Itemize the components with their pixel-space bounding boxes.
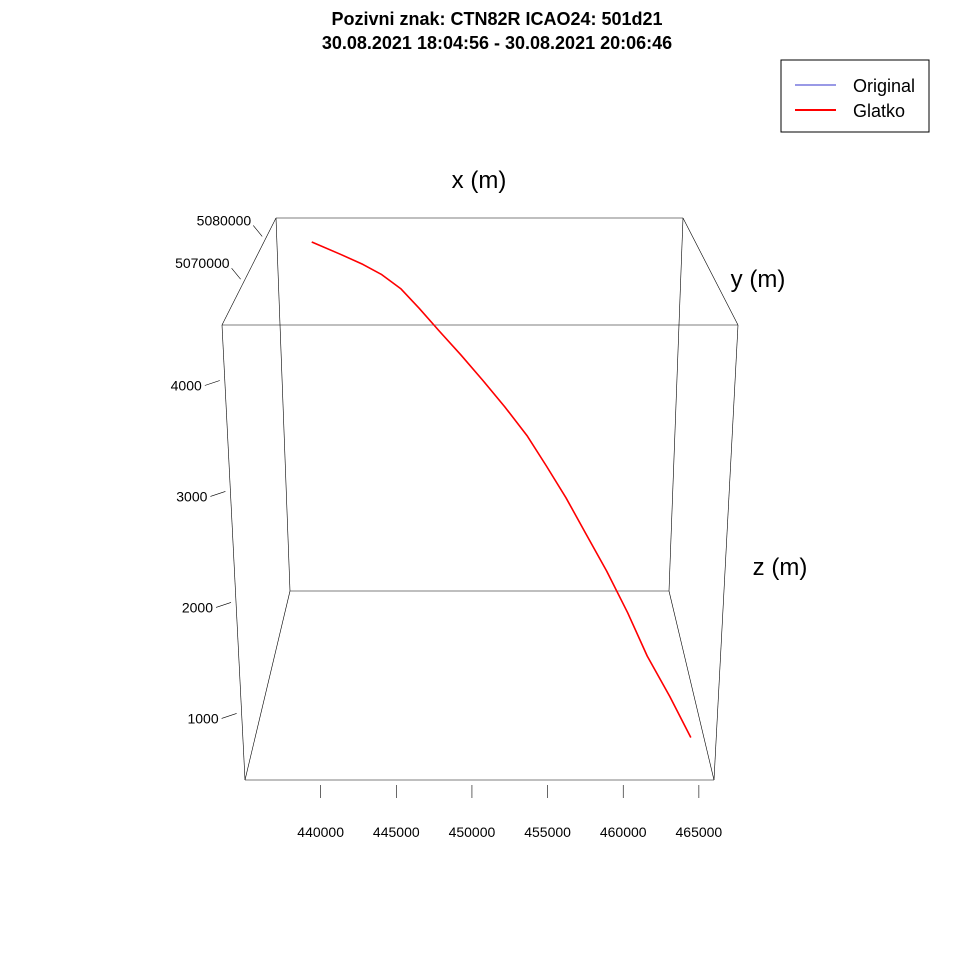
series-line-glatko xyxy=(311,241,692,738)
y-axis-label: y (m) xyxy=(731,266,786,293)
plot-box xyxy=(221,217,739,781)
z-tick-label: 1000 xyxy=(187,710,218,726)
z-tick-label: 3000 xyxy=(176,488,207,504)
x-tick-label: 440000 xyxy=(297,824,344,840)
z-axis-label: z (m) xyxy=(753,554,808,581)
z-tick-mark xyxy=(204,380,220,386)
box-edge xyxy=(221,217,277,326)
z-tick-label: 2000 xyxy=(182,599,213,615)
chart-title: Pozivni znak: CTN82R ICAO24: 501d21 xyxy=(331,9,662,29)
y-tick-mark xyxy=(231,268,241,280)
x-tick-label: 445000 xyxy=(373,824,420,840)
box-edge xyxy=(221,324,246,781)
x-axis-label: x (m) xyxy=(452,167,507,194)
box-edge xyxy=(668,590,715,781)
z-tick-mark xyxy=(210,491,226,497)
box-edge xyxy=(713,324,739,781)
series-line-original xyxy=(311,241,692,738)
legend-label-glatko: Glatko xyxy=(853,101,905,121)
legend-label-original: Original xyxy=(853,76,915,96)
box-edge xyxy=(682,217,739,326)
y-tick-mark xyxy=(252,225,263,237)
box-edge xyxy=(668,217,684,592)
z-tick-label: 4000 xyxy=(171,377,202,393)
x-tick-label: 465000 xyxy=(676,824,723,840)
box-edge xyxy=(275,217,291,592)
y-tick-label: 5080000 xyxy=(197,212,252,228)
x-tick-label: 460000 xyxy=(600,824,647,840)
z-tick-mark xyxy=(215,602,232,608)
z-tick-mark xyxy=(221,713,237,719)
x-tick-label: 450000 xyxy=(449,824,496,840)
x-tick-label: 455000 xyxy=(524,824,571,840)
chart-subtitle: 30.08.2021 18:04:56 - 30.08.2021 20:06:4… xyxy=(322,33,672,53)
legend: Original Glatko xyxy=(780,59,930,133)
legend-box xyxy=(780,59,930,133)
series-layer xyxy=(311,241,692,738)
axis-ticks: 440000 445000 450000 455000 460000 465000 1000… xyxy=(171,212,723,840)
box-edge xyxy=(244,590,291,781)
y-tick-label: 5070000 xyxy=(175,255,230,271)
